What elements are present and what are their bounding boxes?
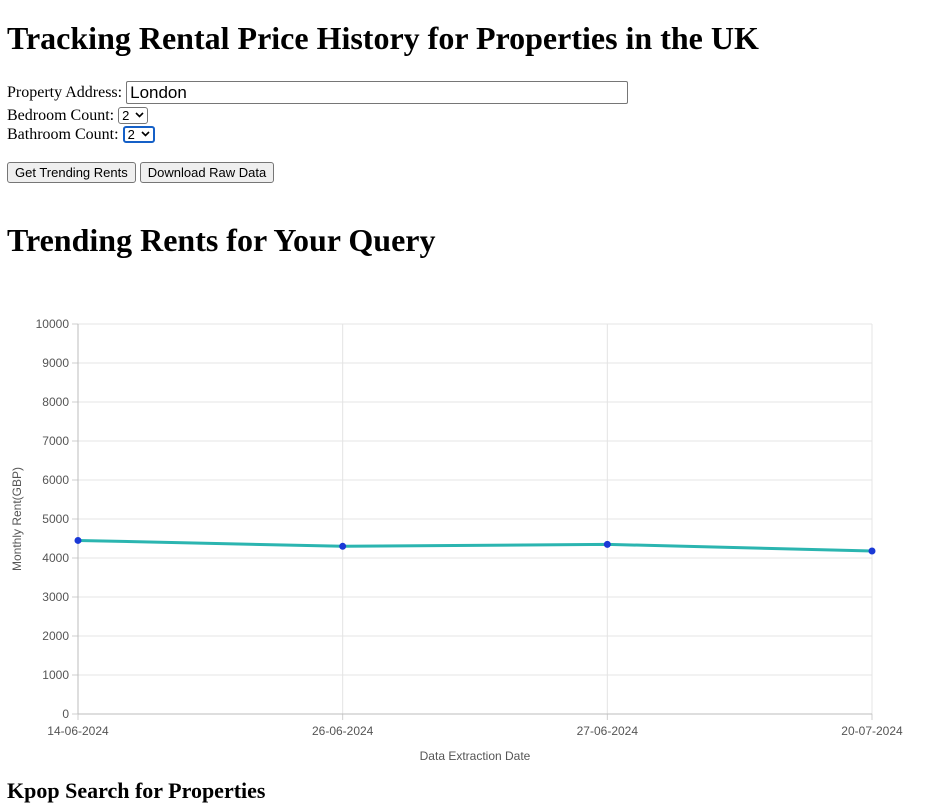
page-title: Tracking Rental Price History for Proper… <box>7 20 759 56</box>
address-row: Property Address: <box>7 79 629 106</box>
y-axis-label: Monthly Rent(GBP) <box>10 467 24 571</box>
y-tick-label: 1000 <box>42 668 69 682</box>
bedroom-select-value: 2 <box>122 108 130 123</box>
y-tick-label: 4000 <box>42 551 69 565</box>
bedroom-label: Bedroom Count: <box>7 107 115 124</box>
bottom-section-heading: Kpop Search for Properties <box>7 778 266 803</box>
x-tick-label: 27-06-2024 <box>577 724 639 738</box>
bedroom-row: Bedroom Count: 2 <box>7 106 628 125</box>
bedroom-select[interactable]: 2 <box>118 106 149 125</box>
data-point <box>74 536 82 544</box>
data-point <box>868 547 876 555</box>
y-tick-label: 0 <box>62 707 69 721</box>
x-tick-label: 14-06-2024 <box>47 724 109 738</box>
bathroom-select-value: 2 <box>127 127 135 142</box>
y-tick-label: 10000 <box>36 317 70 331</box>
get-trending-rents-button[interactable]: Get Trending Rents <box>7 162 136 183</box>
x-axis-label: Data Extraction Date <box>420 749 531 763</box>
y-tick-label: 6000 <box>42 473 69 487</box>
chevron-down-icon <box>141 125 150 144</box>
y-tick-label: 2000 <box>42 629 69 643</box>
y-tick-label: 9000 <box>42 356 69 370</box>
y-tick-label: 3000 <box>42 590 69 604</box>
x-tick-label: 20-07-2024 <box>841 724 903 738</box>
chart-section-title: Trending Rents for Your Query <box>7 222 436 258</box>
bathroom-row: Bathroom Count: 2 <box>7 125 628 144</box>
bathroom-select[interactable]: 2 <box>122 125 155 144</box>
address-label: Property Address: <box>7 84 123 101</box>
download-raw-data-button[interactable]: Download Raw Data <box>139 162 275 183</box>
series-line <box>77 538 873 553</box>
query-form: Property Address: Bedroom Count: 2 Bathr… <box>7 79 629 144</box>
y-tick-label: 7000 <box>42 434 69 448</box>
rent-line-chart: 0 1000 2000 3000 4000 5000 6000 7000 8000 9000 100… <box>10 317 903 763</box>
bathroom-label: Bathroom Count: <box>7 126 119 143</box>
y-tick-label: 5000 <box>42 512 69 526</box>
x-tick-label: 26-06-2024 <box>312 724 374 738</box>
action-buttons: Get Trending Rents Download Raw Data <box>7 162 275 183</box>
address-input[interactable] <box>126 81 629 104</box>
y-tick-label: 8000 <box>42 395 69 409</box>
data-point <box>339 542 347 550</box>
chevron-down-icon <box>135 106 144 125</box>
data-point <box>603 540 611 548</box>
